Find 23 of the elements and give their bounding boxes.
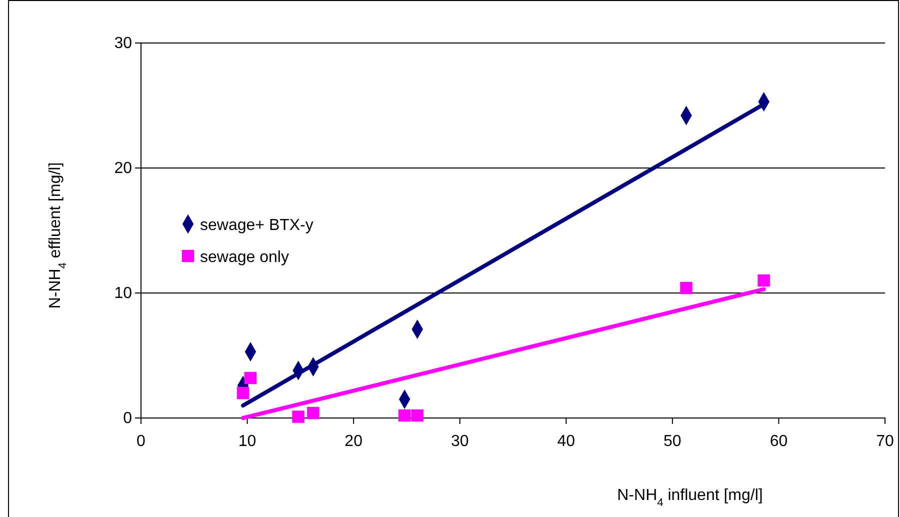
point: [758, 274, 770, 287]
y-tick-label: 30: [114, 35, 132, 52]
point: [398, 409, 411, 422]
x-tick-label: 30: [450, 433, 469, 450]
point: [244, 372, 257, 384]
x-tick-label: 40: [557, 433, 576, 450]
legend-label: sewage+ BTX-y: [200, 217, 314, 234]
x-tick-label: 0: [136, 433, 146, 450]
point: [307, 406, 320, 420]
x-tick-label: 50: [664, 433, 682, 450]
x-tick-label: 10: [238, 433, 256, 450]
x-tick-label: 70: [876, 433, 894, 450]
x-tick-label: 60: [770, 433, 788, 450]
x-tick-label: 20: [344, 433, 363, 450]
point: [411, 409, 424, 422]
point: [236, 386, 250, 400]
y-tick-label: 20: [114, 160, 132, 178]
y-tick-label: 10: [114, 285, 132, 302]
y-tick-label: 0: [123, 410, 132, 428]
point: [680, 282, 692, 294]
x-axis-title: N-NH$_{4}$ influent [mg/l]: [617, 487, 763, 509]
legend-label: sewage only: [200, 249, 289, 266]
point: [292, 410, 304, 423]
